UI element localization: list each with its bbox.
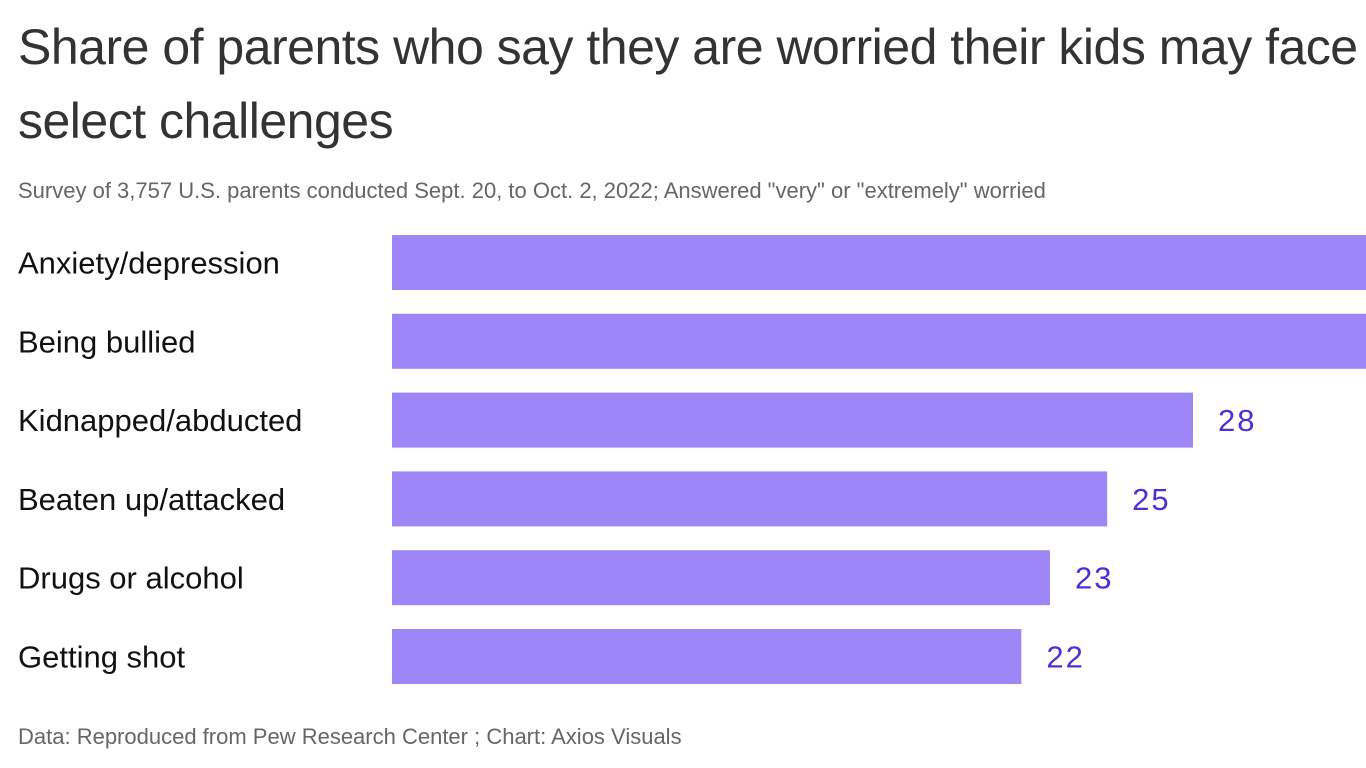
category-label: Anxiety/depression [18,246,280,281]
bar [392,313,1366,369]
category-label: Kidnapped/abducted [18,403,302,438]
bar [392,471,1108,527]
chart-title-line-1: Share of parents who say they are worrie… [18,19,1358,75]
bar [392,550,1050,606]
category-label: Drugs or alcohol [18,561,244,596]
category-label: Getting shot [18,640,186,675]
value-label: 22 [1046,640,1084,675]
chart-title-line-2: select challenges [18,93,394,149]
value-label: 25 [1132,482,1170,517]
bar [392,235,1366,290]
category-label: Beaten up/attacked [18,482,285,517]
bar [392,392,1193,448]
bar [392,629,1022,684]
category-label: Being bullied [18,324,196,359]
chart-title: Share of parents who say they are worrie… [18,10,1358,158]
value-label: 23 [1075,561,1113,596]
value-label: 28 [1218,403,1256,438]
chart-subtitle: Survey of 3,757 U.S. parents conducted S… [18,178,1046,203]
chart-footer: Data: Reproduced from Pew Research Cente… [18,724,682,749]
